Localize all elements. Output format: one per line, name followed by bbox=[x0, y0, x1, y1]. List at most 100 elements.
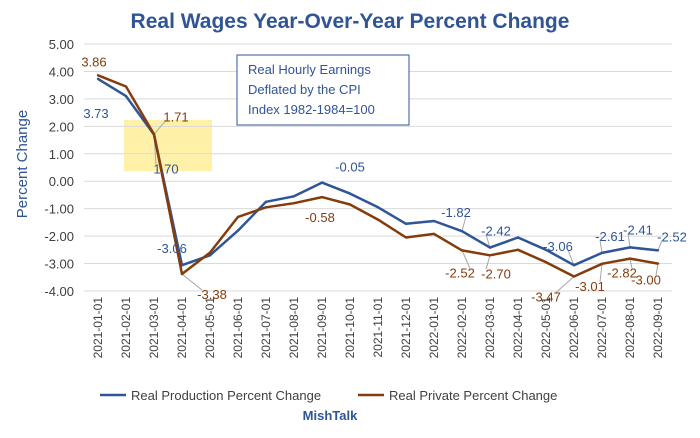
x-tick-label: 2021-04-01 bbox=[175, 297, 189, 359]
data-point bbox=[516, 236, 520, 239]
y-tick-label: 0.00 bbox=[49, 174, 74, 189]
data-label: -3.00 bbox=[631, 273, 661, 288]
y-axis-label: Percent Change bbox=[14, 110, 31, 218]
x-tick-label: 2021-05-01 bbox=[203, 297, 217, 359]
x-axis-ticks: 2021-01-01 2021-02-01 2021-03-01 2021-04-01… bbox=[91, 297, 665, 359]
chart-title: Real Wages Year-Over-Year Percent Change bbox=[131, 10, 570, 33]
data-point bbox=[96, 74, 100, 77]
annotation-line-1: Real Hourly Earnings bbox=[248, 62, 371, 77]
legend-label-production: Real Production Percent Change bbox=[131, 388, 321, 403]
x-tick-label: 2021-10-01 bbox=[343, 297, 357, 359]
data-point bbox=[292, 195, 296, 198]
data-point bbox=[572, 264, 576, 267]
highlight-box bbox=[124, 119, 212, 172]
x-tick-label: 2021-11-01 bbox=[371, 297, 385, 358]
x-tick-label: 2022-09-01 bbox=[651, 297, 665, 359]
y-tick-label: -3.00 bbox=[44, 257, 74, 272]
data-point bbox=[432, 219, 436, 223]
legend-label-private: Real Private Percent Change bbox=[389, 388, 557, 403]
data-label: -2.52 bbox=[657, 229, 687, 244]
label-leader-line bbox=[461, 250, 471, 269]
y-tick-label: 1.00 bbox=[49, 147, 74, 162]
data-label: -3.01 bbox=[575, 279, 605, 294]
x-tick-label: 2022-05-01 bbox=[539, 297, 553, 359]
data-label: -1.82 bbox=[441, 205, 471, 220]
data-point bbox=[320, 195, 324, 199]
data-point bbox=[488, 246, 492, 249]
data-point bbox=[348, 192, 352, 195]
y-tick-label: 2.00 bbox=[49, 119, 74, 134]
data-label: -2.42 bbox=[481, 224, 511, 239]
y-tick-label: -2.00 bbox=[44, 229, 74, 244]
x-tick-label: 2021-08-01 bbox=[287, 297, 301, 359]
label-leader-line bbox=[555, 276, 575, 293]
data-point bbox=[376, 218, 380, 221]
data-label: -3.47 bbox=[531, 289, 561, 304]
data-label: 1.70 bbox=[153, 162, 178, 177]
data-label: -2.82 bbox=[607, 266, 637, 281]
data-point bbox=[376, 206, 380, 209]
label-leader-line bbox=[599, 239, 603, 253]
label-leader-line bbox=[629, 258, 633, 269]
data-point bbox=[264, 206, 268, 209]
x-tick-label: 2021-12-01 bbox=[399, 297, 413, 359]
annotation-line-3: Index 1982-1984=100 bbox=[248, 102, 375, 117]
annotation-box: Real Hourly Earnings Deflated by the CPI… bbox=[236, 54, 410, 126]
x-tick-label: 2021-02-01 bbox=[119, 297, 133, 359]
data-point bbox=[628, 246, 632, 249]
x-tick-label: 2021-03-01 bbox=[147, 297, 161, 359]
label-leader-line bbox=[461, 216, 467, 232]
y-tick-label: -4.00 bbox=[44, 284, 74, 299]
data-point bbox=[488, 254, 492, 257]
x-tick-label: 2022-07-01 bbox=[595, 297, 609, 359]
label-leader-line bbox=[627, 233, 631, 248]
x-tick-label: 2021-07-01 bbox=[259, 297, 273, 359]
data-point bbox=[656, 262, 660, 265]
x-tick-label: 2022-03-01 bbox=[483, 297, 497, 359]
data-point bbox=[292, 201, 296, 205]
data-point bbox=[432, 232, 436, 236]
x-tick-label: 2022-04-01 bbox=[511, 297, 525, 359]
data-label: -2.70 bbox=[481, 266, 511, 281]
data-point bbox=[600, 262, 604, 266]
x-tick-label: 2021-09-01 bbox=[315, 297, 329, 359]
label-leader-line bbox=[655, 263, 659, 276]
y-tick-label: 5.00 bbox=[49, 37, 74, 52]
data-point bbox=[152, 133, 156, 136]
data-label: -3.06 bbox=[157, 241, 187, 256]
data-point bbox=[124, 85, 128, 88]
data-label: -0.58 bbox=[305, 210, 335, 225]
data-point bbox=[404, 236, 408, 239]
label-leader-line bbox=[567, 250, 575, 266]
data-label: -3.06 bbox=[543, 239, 573, 254]
data-point bbox=[460, 249, 464, 252]
x-tick-label: 2022-01-01 bbox=[427, 297, 441, 359]
x-tick-label: 2022-06-01 bbox=[567, 297, 581, 359]
x-tick-label: 2021-06-01 bbox=[231, 297, 245, 359]
y-tick-label: 4.00 bbox=[49, 64, 74, 79]
label-leader-line bbox=[153, 119, 167, 135]
label-leader-line bbox=[485, 255, 491, 270]
data-point bbox=[348, 203, 352, 206]
label-leader-line bbox=[181, 273, 203, 291]
data-label: 1.71 bbox=[163, 109, 188, 124]
data-label: 3.86 bbox=[81, 54, 106, 69]
data-point bbox=[236, 215, 240, 219]
data-point bbox=[320, 181, 324, 184]
highlight-layer bbox=[124, 119, 212, 172]
data-point bbox=[404, 222, 408, 225]
data-point bbox=[264, 200, 268, 204]
label-leader-line bbox=[657, 240, 663, 251]
data-point bbox=[628, 257, 632, 260]
data-point bbox=[180, 272, 184, 276]
source-label: MishTalk bbox=[303, 408, 358, 423]
label-leader-lines bbox=[153, 119, 663, 293]
data-label: -2.41 bbox=[623, 222, 653, 237]
x-tick-label: 2021-01-01 bbox=[91, 297, 105, 359]
data-label: 3.73 bbox=[83, 106, 108, 121]
data-point bbox=[600, 251, 604, 255]
x-tick-label: 2022-02-01 bbox=[455, 297, 469, 359]
y-axis-ticks: 5.00 4.00 3.00 2.00 1.00 0.00 -1.00 -2.00 -3.00 -… bbox=[44, 37, 74, 299]
data-label: -3.38 bbox=[197, 287, 227, 302]
series-lines bbox=[96, 74, 660, 278]
